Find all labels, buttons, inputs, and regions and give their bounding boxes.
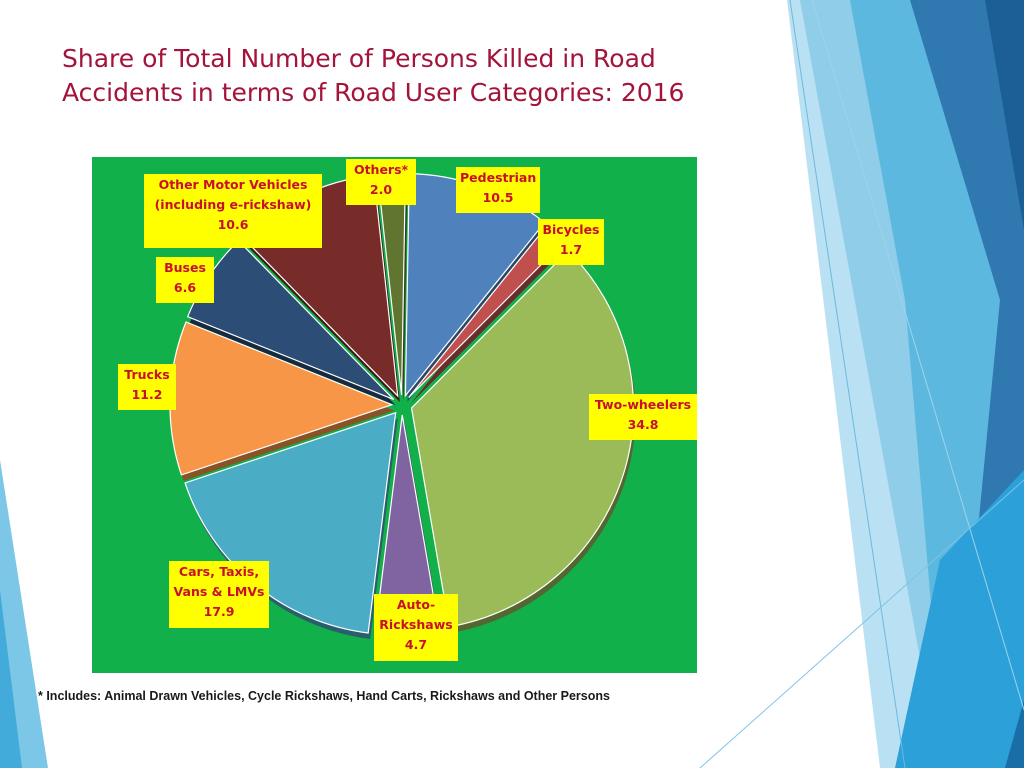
data-label-line: 11.2 — [131, 387, 163, 402]
pie-slice-two-wheelers — [410, 249, 636, 633]
data-label-line: 1.7 — [559, 242, 583, 257]
data-label-bicycles: Bicycles 1.7 — [538, 219, 604, 265]
data-label-other-motor-vehicles-including-e-rickshaw: Other Motor Vehicles (including e-ricksha… — [144, 174, 322, 248]
pie-slice-face — [410, 249, 635, 628]
data-label-two-wheelers: Two-wheelers 34.8 — [589, 394, 697, 440]
data-label-line: Pedestrian — [460, 170, 537, 185]
data-label-line: Bicycles — [542, 222, 600, 237]
data-label-line: 10.6 — [217, 217, 249, 232]
data-label-line: Buses — [164, 260, 206, 275]
data-label-line: 4.7 — [404, 637, 428, 652]
data-label-cars-taxis-vans-lmvs: Cars, Taxis, Vans & LMVs 17.9 — [169, 561, 269, 628]
data-label-line: Trucks — [124, 367, 170, 382]
data-label-line: 34.8 — [627, 417, 659, 432]
data-label-line: Rickshaws — [379, 617, 453, 632]
data-label-line: Cars, Taxis, — [178, 564, 260, 579]
slide-title: Share of Total Number of Persons Killed … — [62, 42, 782, 110]
data-label-line: (including e-rickshaw) — [154, 197, 312, 212]
footnote: * Includes: Animal Drawn Vehicles, Cycle… — [38, 689, 610, 703]
data-label-line: Auto- — [396, 597, 436, 612]
pie-slice-cars-taxis-vans-lmvs — [184, 411, 398, 640]
data-label-line: 10.5 — [482, 190, 514, 205]
slide-title-line1: Share of Total Number of Persons Killed … — [62, 44, 656, 73]
data-label-pedestrian: Pedestrian 10.5 — [456, 167, 540, 213]
data-label-line: 6.6 — [173, 280, 197, 295]
data-label-line: Vans & LMVs — [173, 584, 265, 599]
pie-chart: Pedestrian 10.5 Bicycles 1.7 Two-wheelers 34.… — [92, 157, 697, 673]
data-label-auto-rickshaws: Auto- Rickshaws 4.7 — [374, 594, 458, 661]
data-label-line: 2.0 — [369, 182, 393, 197]
data-label-trucks: Trucks 11.2 — [118, 364, 176, 410]
data-label-others: Others* 2.0 — [346, 159, 416, 205]
data-label-line: 17.9 — [203, 604, 235, 619]
data-label-line: Two-wheelers — [594, 397, 692, 412]
data-label-line: Other Motor Vehicles — [158, 177, 308, 192]
data-label-buses: Buses 6.6 — [156, 257, 214, 303]
data-label-line: Others* — [353, 162, 409, 177]
slide-title-line2: Accidents in terms of Road User Categori… — [62, 78, 685, 107]
